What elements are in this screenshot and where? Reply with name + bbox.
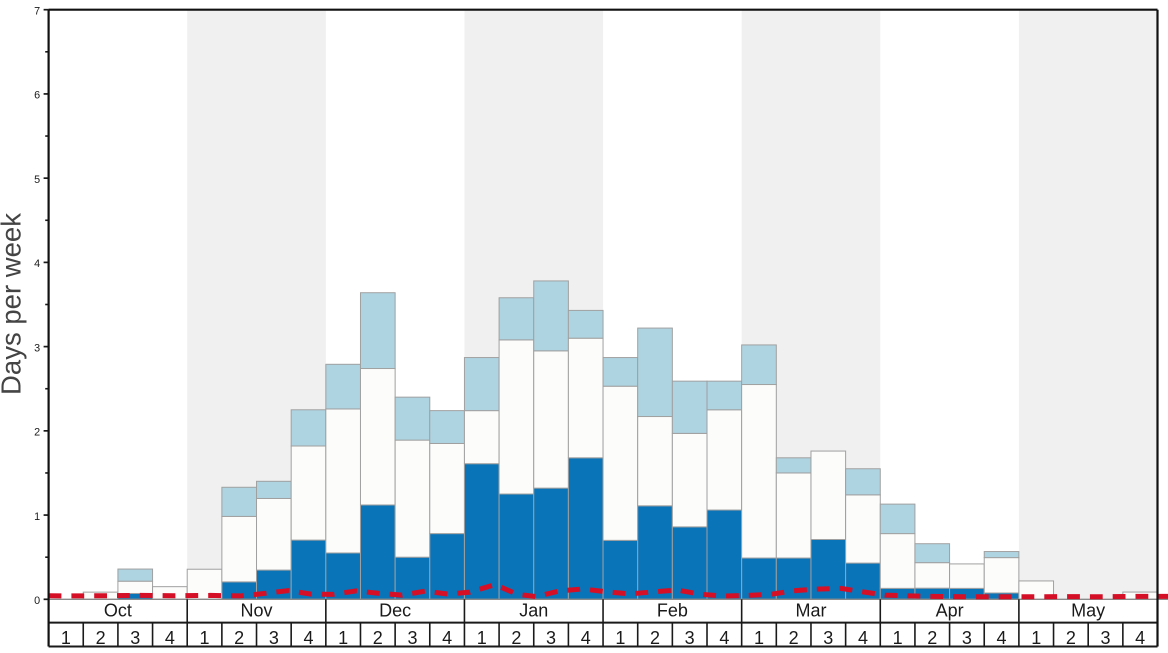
svg-text:3: 3 [407, 628, 417, 648]
svg-text:6: 6 [34, 90, 40, 102]
svg-text:2: 2 [373, 628, 383, 648]
svg-text:4: 4 [442, 628, 452, 648]
svg-text:1: 1 [338, 628, 348, 648]
svg-text:4: 4 [997, 628, 1007, 648]
svg-text:Oct: Oct [104, 601, 132, 621]
svg-text:3: 3 [685, 628, 695, 648]
svg-text:1: 1 [615, 628, 625, 648]
svg-text:Mar: Mar [795, 601, 826, 621]
svg-text:Dec: Dec [379, 601, 411, 621]
svg-text:2: 2 [96, 628, 106, 648]
svg-text:4: 4 [1135, 628, 1145, 648]
svg-text:4: 4 [581, 628, 591, 648]
svg-text:3: 3 [823, 628, 833, 648]
svg-text:4: 4 [165, 628, 175, 648]
svg-text:2: 2 [511, 628, 521, 648]
svg-text:1: 1 [34, 511, 40, 523]
svg-text:3: 3 [269, 628, 279, 648]
svg-text:Days per week: Days per week [0, 213, 27, 395]
svg-text:4: 4 [34, 258, 40, 270]
svg-text:Jan: Jan [519, 601, 548, 621]
svg-text:3: 3 [34, 342, 40, 354]
svg-text:4: 4 [719, 628, 729, 648]
svg-text:3: 3 [962, 628, 972, 648]
svg-text:Apr: Apr [936, 601, 964, 621]
svg-text:2: 2 [34, 427, 40, 439]
svg-text:7: 7 [34, 5, 40, 17]
svg-text:2: 2 [234, 628, 244, 648]
svg-text:2: 2 [1066, 628, 1076, 648]
svg-text:2: 2 [927, 628, 937, 648]
svg-text:1: 1 [200, 628, 210, 648]
svg-text:4: 4 [858, 628, 868, 648]
svg-text:3: 3 [1101, 628, 1111, 648]
svg-text:3: 3 [546, 628, 556, 648]
svg-text:5: 5 [34, 174, 40, 186]
svg-text:Nov: Nov [241, 601, 273, 621]
svg-text:1: 1 [754, 628, 764, 648]
svg-text:May: May [1071, 601, 1105, 621]
svg-text:Feb: Feb [657, 601, 688, 621]
svg-text:3: 3 [130, 628, 140, 648]
svg-text:1: 1 [893, 628, 903, 648]
svg-text:1: 1 [1031, 628, 1041, 648]
svg-text:4: 4 [303, 628, 313, 648]
svg-text:2: 2 [789, 628, 799, 648]
svg-text:1: 1 [61, 628, 71, 648]
svg-text:1: 1 [477, 628, 487, 648]
svg-text:0: 0 [34, 595, 40, 607]
svg-text:2: 2 [650, 628, 660, 648]
